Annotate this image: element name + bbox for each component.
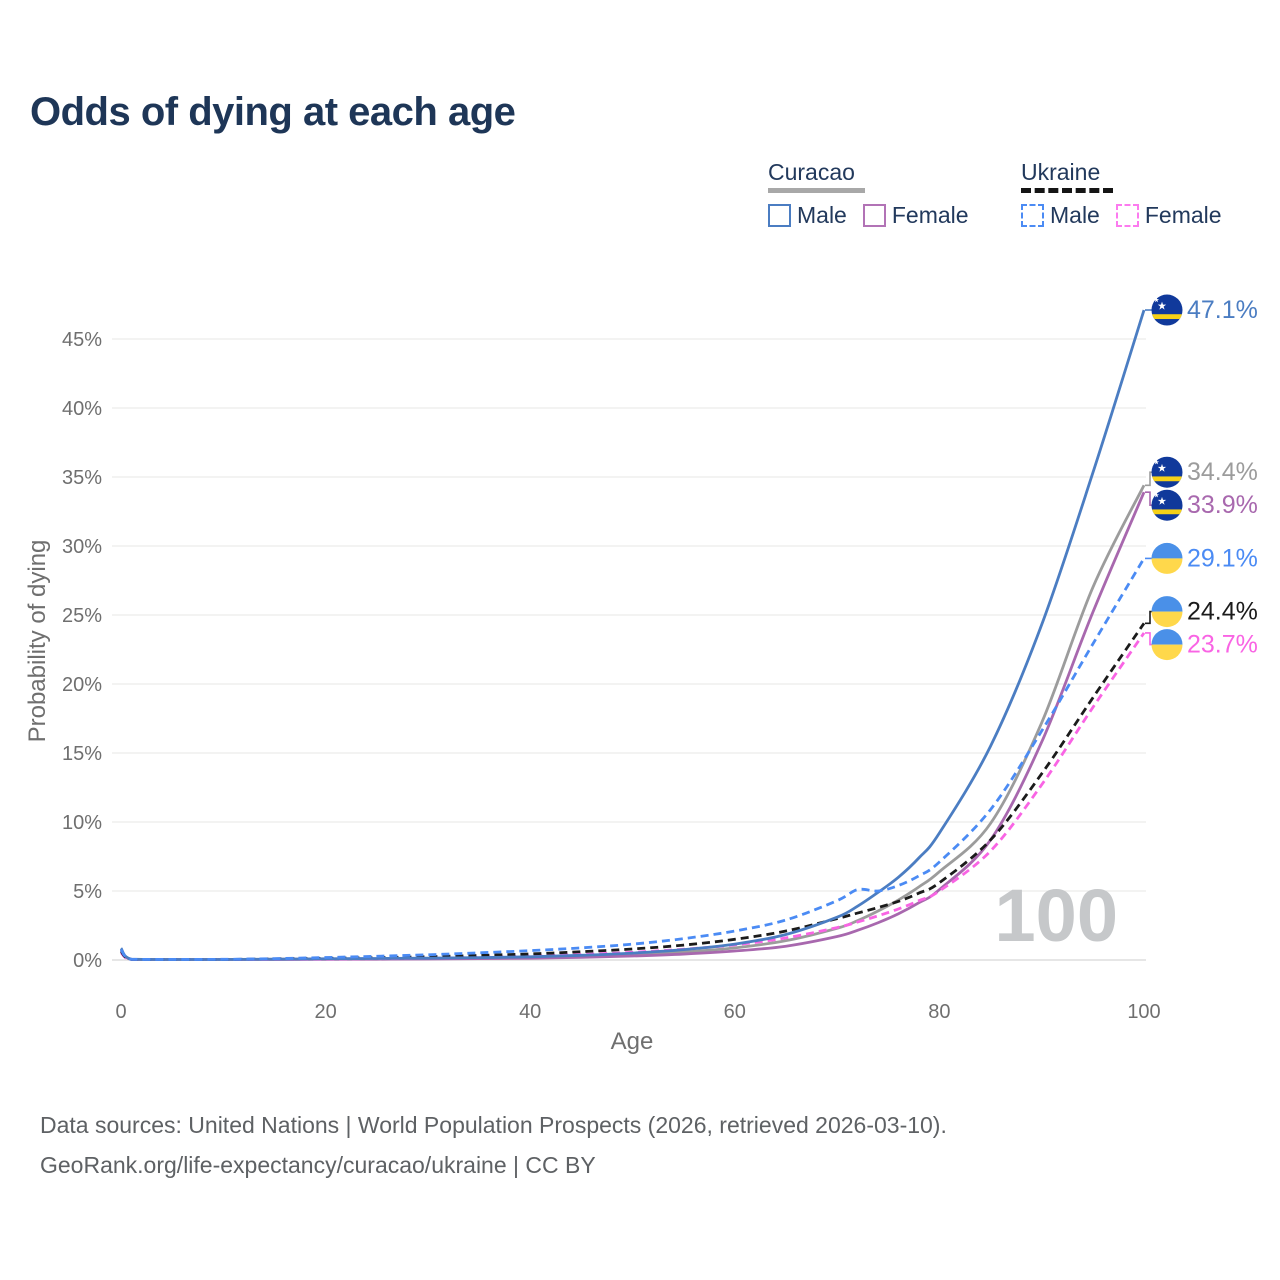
- ukraine-flag-icon: [1151, 629, 1183, 661]
- legend-item-label: Female: [891, 202, 969, 228]
- x-tick-label-40: 40: [519, 1001, 541, 1023]
- y-tick-label-5%: 5%: [73, 881, 102, 903]
- curacao-flag-icon: [1151, 489, 1183, 521]
- y-tick-label-15%: 15%: [62, 743, 102, 765]
- end-value-label-ukraine-male: 29.1%: [1187, 544, 1258, 572]
- ukraine-female-swatch-icon: [1115, 204, 1139, 227]
- legend-item-label: Male: [797, 202, 847, 228]
- ukraine-flag-icon: [1151, 596, 1183, 628]
- x-tick-label-80: 80: [928, 1001, 950, 1023]
- legend-item-label: Female: [1144, 202, 1222, 228]
- y-tick-label-0%: 0%: [73, 950, 102, 972]
- attribution-link[interactable]: GeoRank.org/life-expectancy/curacao/ukra…: [40, 1152, 596, 1178]
- y-axis-title: Probability of dying: [24, 540, 51, 743]
- legend: Curacao Male Female Ukraine Male: [0, 160, 1280, 240]
- y-tick-label-25%: 25%: [62, 605, 102, 627]
- legend-group-ukraine: Ukraine Male Female: [1021, 160, 1222, 229]
- legend-group-curacao: Curacao Male Female: [768, 160, 969, 229]
- end-value-label-curacao-male: 47.1%: [1187, 296, 1258, 324]
- legend-item-curacao-female[interactable]: Female: [862, 202, 969, 229]
- legend-country-curacao[interactable]: Curacao: [768, 159, 855, 185]
- ukraine-flag-icon: [1151, 542, 1183, 574]
- series-line-ukraine-female[interactable]: [120, 632, 1146, 961]
- end-value-label-ukraine-total: 24.4%: [1187, 598, 1258, 626]
- curacao-flag-icon: [1151, 294, 1183, 326]
- ukraine-dashed-line-sample: [1021, 188, 1113, 193]
- y-tick-label-20%: 20%: [62, 674, 102, 696]
- footer: Data sources: United Nations | World Pop…: [40, 1105, 947, 1185]
- y-tick-label-45%: 45%: [62, 329, 102, 351]
- x-tick-label-60: 60: [724, 1001, 746, 1023]
- ukraine-male-swatch-icon: [1021, 204, 1044, 227]
- page-title: Odds of dying at each age: [30, 90, 516, 134]
- x-tick-label-100: 100: [1127, 1001, 1160, 1023]
- legend-items-curacao: Male Female: [768, 202, 969, 229]
- end-value-label-curacao-female: 33.9%: [1187, 491, 1258, 519]
- curacao-female-swatch-icon: [862, 204, 886, 227]
- end-value-label-ukraine-female: 23.7%: [1187, 631, 1258, 659]
- data-sources-text: Data sources: United Nations | World Pop…: [40, 1112, 947, 1138]
- y-tick-label-10%: 10%: [62, 812, 102, 834]
- series-line-ukraine-male[interactable]: [119, 557, 1146, 961]
- end-value-label-curacao-total: 34.4%: [1187, 458, 1258, 486]
- curacao-solid-line-sample: [768, 188, 865, 193]
- series-line-curacao-total[interactable]: [119, 484, 1146, 961]
- hover-age-watermark: 100: [995, 874, 1118, 957]
- x-tick-label-0: 0: [115, 1001, 126, 1023]
- y-tick-label-30%: 30%: [62, 536, 102, 558]
- y-tick-label-35%: 35%: [62, 467, 102, 489]
- x-axis-title: Age: [611, 1028, 654, 1055]
- legend-items-ukraine: Male Female: [1021, 202, 1222, 229]
- series-line-ukraine-total[interactable]: [119, 622, 1146, 961]
- curacao-male-swatch-icon: [768, 204, 791, 227]
- legend-item-curacao-male[interactable]: Male: [768, 202, 847, 229]
- legend-item-ukraine-male[interactable]: Male: [1021, 202, 1100, 229]
- legend-item-label: Male: [1050, 202, 1100, 228]
- curacao-flag-icon: [1151, 456, 1183, 488]
- y-tick-label-40%: 40%: [62, 398, 102, 420]
- legend-country-ukraine[interactable]: Ukraine: [1021, 159, 1101, 185]
- legend-item-ukraine-female[interactable]: Female: [1115, 202, 1222, 229]
- x-tick-label-20: 20: [314, 1001, 336, 1023]
- series-line-curacao-female[interactable]: [119, 491, 1146, 961]
